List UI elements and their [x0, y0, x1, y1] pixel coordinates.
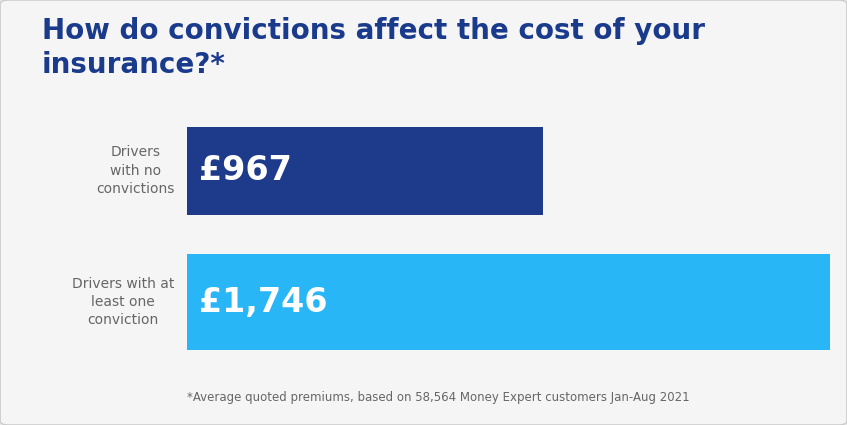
Text: How do convictions affect the cost of your
insurance?*: How do convictions affect the cost of yo… — [42, 17, 705, 79]
Bar — [187, 127, 543, 215]
Text: £967: £967 — [199, 154, 292, 187]
Text: £1,746: £1,746 — [199, 286, 328, 319]
Bar — [187, 254, 830, 350]
Text: Drivers with at
least one
conviction: Drivers with at least one conviction — [72, 277, 174, 327]
Text: *Average quoted premiums, based on 58,564 Money Expert customers Jan-Aug 2021: *Average quoted premiums, based on 58,56… — [187, 391, 689, 404]
Text: Drivers
with no
convictions: Drivers with no convictions — [96, 145, 174, 196]
